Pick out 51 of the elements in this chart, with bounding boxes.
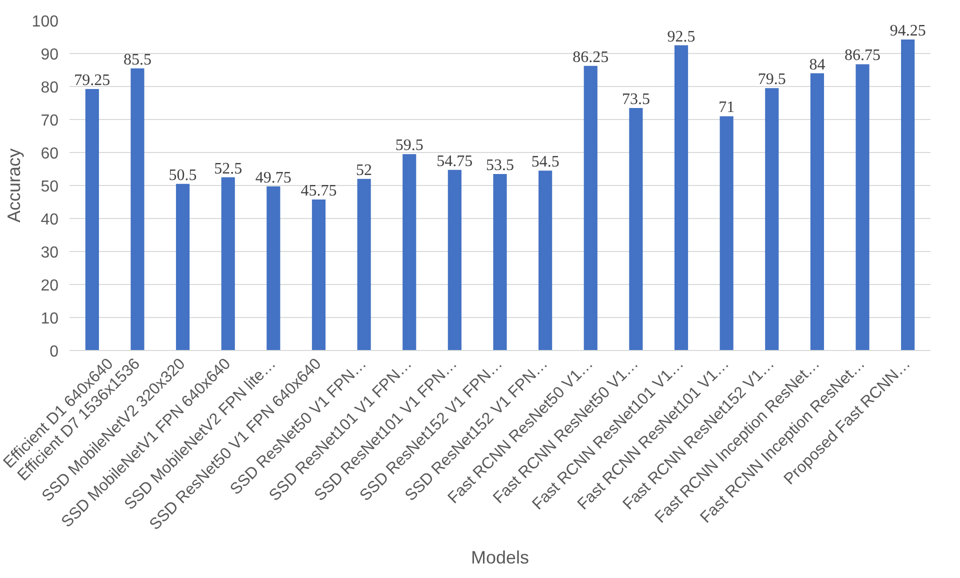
data-label: 94.25 [890, 22, 926, 40]
data-label: 85.5 [123, 51, 152, 68]
y-tick-label: 40 [40, 212, 59, 228]
bar [357, 178, 371, 350]
data-label: 84 [809, 56, 826, 74]
bar [674, 45, 688, 350]
data-label: 86.75 [844, 47, 881, 64]
bar [538, 170, 552, 350]
bar [629, 108, 643, 350]
data-label: 54.75 [436, 152, 473, 170]
data-label: 71 [718, 99, 735, 116]
y-tick-label: 30 [40, 244, 59, 262]
data-label: 59.5 [395, 137, 424, 154]
bar [312, 200, 326, 350]
data-label: 52 [356, 162, 372, 179]
data-label: 53.5 [486, 156, 514, 174]
data-label: 52.5 [214, 160, 242, 178]
bar [85, 88, 99, 350]
data-label: 79.25 [74, 72, 110, 89]
y-tick-label: 100 [32, 14, 59, 30]
bar [448, 170, 462, 350]
y-tick-label: 70 [40, 112, 59, 130]
bar [810, 73, 824, 350]
data-label: 79.5 [758, 71, 786, 88]
data-label: 92.5 [667, 28, 696, 46]
x-axis-title: Models [470, 548, 530, 568]
data-label: 50.5 [168, 166, 197, 184]
bar [130, 68, 144, 350]
data-label: 49.75 [255, 169, 292, 186]
y-tick-label: 90 [40, 46, 59, 64]
y-axis-title: Accuracy [4, 148, 24, 223]
bar [493, 174, 507, 350]
data-label: 86.25 [572, 48, 609, 66]
bar [402, 154, 416, 350]
data-label: 54.5 [531, 154, 560, 171]
y-tick-label: 50 [40, 178, 59, 196]
bar [720, 116, 734, 350]
bar [901, 39, 915, 350]
bar [221, 177, 235, 350]
bar [266, 186, 280, 350]
y-tick-label: 80 [40, 80, 59, 96]
bar [856, 64, 870, 350]
y-tick-label: 20 [40, 278, 59, 294]
bar [176, 184, 190, 350]
data-label: 73.5 [622, 90, 650, 108]
y-tick-label: 10 [40, 310, 59, 328]
bar [584, 66, 598, 350]
y-tick-label: 0 [50, 344, 59, 360]
data-label: 45.75 [300, 182, 337, 200]
bar [765, 88, 779, 350]
y-tick-label: 60 [40, 146, 59, 162]
